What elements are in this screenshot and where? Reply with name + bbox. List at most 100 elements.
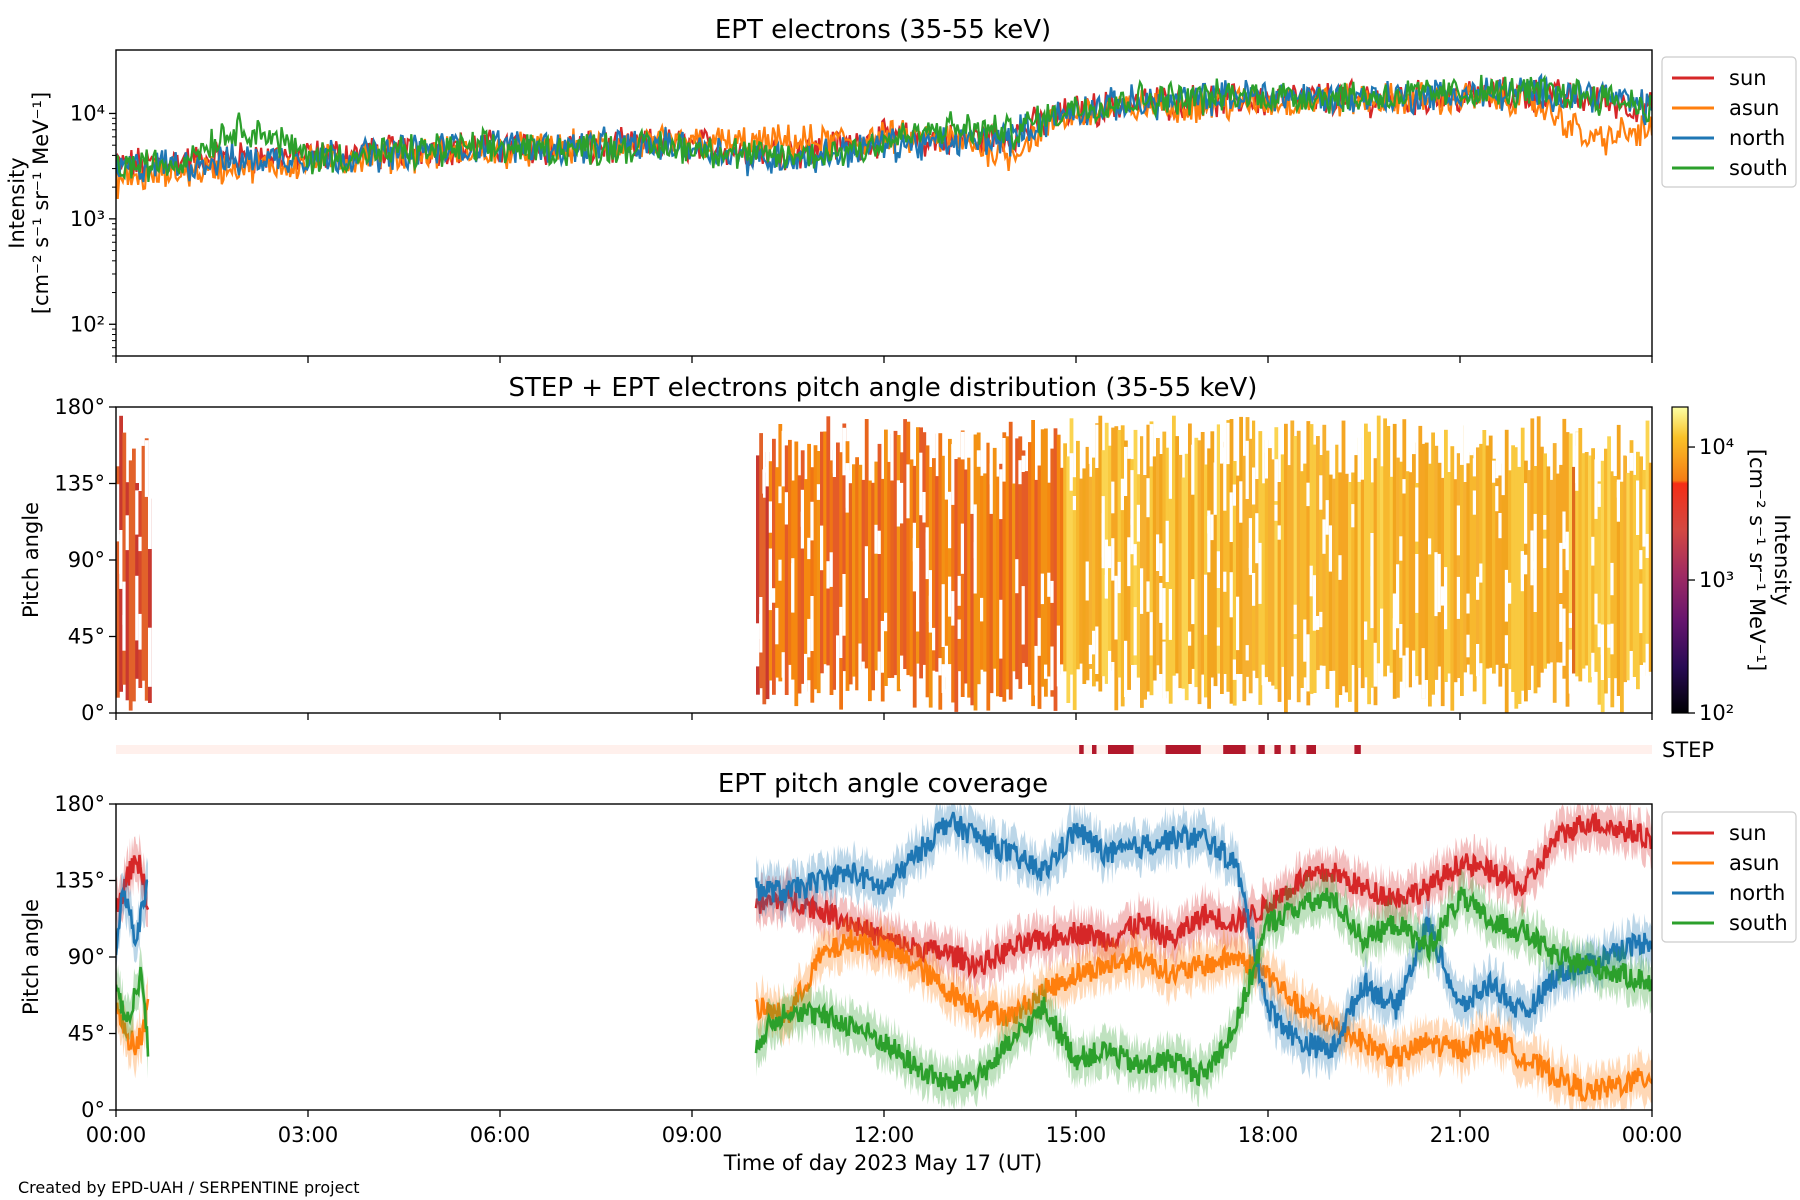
heatmap-column bbox=[1021, 450, 1026, 664]
heatmap-gap bbox=[960, 523, 965, 574]
heatmap-column bbox=[1232, 461, 1237, 706]
heatmap-column bbox=[832, 450, 837, 690]
heatmap-gap bbox=[858, 643, 863, 704]
heatmap-column bbox=[1082, 468, 1087, 684]
heatmap-gap bbox=[1626, 427, 1631, 457]
heatmap-column bbox=[1178, 454, 1183, 689]
heatmap-gap bbox=[1050, 580, 1055, 603]
heatmap-column bbox=[1466, 463, 1471, 665]
heatmap-column bbox=[1616, 424, 1621, 696]
heatmap-gap bbox=[122, 615, 127, 651]
heatmap-gap bbox=[1264, 413, 1269, 479]
heatmap-gap bbox=[1021, 586, 1026, 645]
y-tick-label: 135° bbox=[54, 869, 105, 893]
coverage-line-asun bbox=[116, 998, 150, 1056]
heatmap-gap bbox=[1156, 534, 1160, 571]
colorbar-label-line2: [cm⁻² s⁻¹ sr⁻¹ MeV⁻¹] bbox=[1745, 449, 1769, 671]
heatmap-column bbox=[864, 419, 869, 669]
heatmap-gap bbox=[1328, 525, 1333, 572]
heatmap-column bbox=[884, 429, 888, 686]
heatmap-column bbox=[1588, 455, 1592, 683]
heatmap-column bbox=[1508, 470, 1512, 670]
colorbar-label-line1: Intensity bbox=[1770, 514, 1794, 605]
heatmap-column bbox=[823, 431, 827, 665]
heatmap-column bbox=[1600, 460, 1605, 713]
heatmap-column bbox=[858, 464, 863, 671]
heatmap-gap bbox=[1412, 433, 1416, 455]
heatmap-column bbox=[845, 441, 850, 691]
heatmap-gap bbox=[1380, 638, 1384, 698]
heatmap-column bbox=[989, 453, 994, 694]
panel2-yticks: 0° 45° 90° 135° 180° bbox=[54, 395, 116, 725]
heatmap-column bbox=[1277, 482, 1282, 702]
heatmap-column bbox=[964, 469, 968, 684]
heatmap-gap bbox=[842, 574, 847, 636]
heatmap-gap bbox=[919, 452, 923, 516]
heatmap-gap bbox=[1274, 459, 1279, 502]
heatmap-gap bbox=[1370, 533, 1375, 577]
heatmap-column bbox=[1290, 420, 1295, 677]
heatmap-gap bbox=[1258, 542, 1263, 604]
heatmap-column bbox=[896, 435, 901, 692]
heatmap-gap bbox=[1322, 519, 1327, 554]
heatmap-gap bbox=[800, 511, 805, 549]
step-interval bbox=[1354, 745, 1361, 754]
heatmap-gap bbox=[970, 451, 975, 514]
heatmap-column bbox=[1136, 474, 1141, 678]
heatmap-gap bbox=[778, 486, 783, 504]
colorbar-gradient bbox=[1671, 406, 1689, 714]
heatmap-column bbox=[1456, 453, 1461, 678]
heatmap-column bbox=[1479, 443, 1483, 664]
heatmap-gap bbox=[1306, 634, 1311, 692]
heatmap-gap bbox=[1245, 645, 1250, 661]
heatmap-column bbox=[941, 455, 946, 690]
panel3-yticks: 0° 45° 90° 135° 180° bbox=[54, 792, 116, 1122]
y-tick-label: 0° bbox=[81, 701, 105, 725]
heatmap-gap bbox=[1213, 462, 1218, 515]
heatmap-gap bbox=[912, 522, 917, 562]
heatmap-gap bbox=[1469, 431, 1474, 456]
heatmap-gap bbox=[1248, 518, 1253, 575]
heatmap-gap bbox=[1277, 525, 1282, 540]
heatmap-gap bbox=[1415, 554, 1419, 613]
heatmap-gap bbox=[1479, 563, 1483, 583]
x-tick-label: 00:00 bbox=[1622, 1123, 1683, 1147]
heatmap-gap bbox=[1309, 565, 1314, 597]
heatmap-gap bbox=[1018, 460, 1023, 485]
heatmap-column bbox=[1306, 421, 1311, 706]
panel3-ylabel: Pitch angle bbox=[19, 899, 43, 1015]
heatmap-gap bbox=[1392, 593, 1397, 650]
heatmap-gap bbox=[1095, 626, 1099, 674]
heatmap-gap bbox=[762, 469, 767, 494]
heatmap-gap bbox=[1565, 541, 1570, 571]
heatmap-column bbox=[1636, 451, 1640, 690]
heatmap-column bbox=[1367, 431, 1371, 705]
x-tick-label: 18:00 bbox=[1238, 1123, 1299, 1147]
x-tick-label: 09:00 bbox=[662, 1123, 723, 1147]
heatmap-gap bbox=[1114, 575, 1119, 640]
heatmap-column bbox=[141, 445, 146, 681]
heatmap-column bbox=[1079, 478, 1083, 664]
panel1-legend: sun asun north south bbox=[1661, 56, 1797, 188]
heatmap-column bbox=[1194, 437, 1199, 688]
heatmap-column bbox=[1431, 432, 1435, 695]
heatmap-column bbox=[1012, 483, 1016, 672]
heatmap-gap bbox=[1434, 552, 1439, 617]
heatmap-gap bbox=[810, 596, 815, 651]
heatmap-gap bbox=[1133, 607, 1138, 656]
heatmap-gap bbox=[884, 612, 888, 632]
heatmap-gap bbox=[1261, 664, 1266, 686]
heatmap-column bbox=[935, 476, 939, 672]
heatmap-column bbox=[1469, 452, 1474, 675]
heatmap-column bbox=[1357, 437, 1362, 668]
heatmap-column bbox=[1620, 481, 1624, 713]
heatmap-gap bbox=[1162, 641, 1167, 706]
heatmap-column bbox=[1386, 426, 1391, 666]
heatmap-gap bbox=[1140, 568, 1144, 614]
heatmap-gap bbox=[1108, 546, 1112, 569]
heatmap-gap bbox=[1405, 647, 1410, 700]
heatmap-gap bbox=[1504, 635, 1509, 664]
heatmap-gap bbox=[148, 496, 152, 549]
heatmap-gap bbox=[922, 492, 927, 523]
heatmap-column bbox=[1360, 479, 1365, 689]
